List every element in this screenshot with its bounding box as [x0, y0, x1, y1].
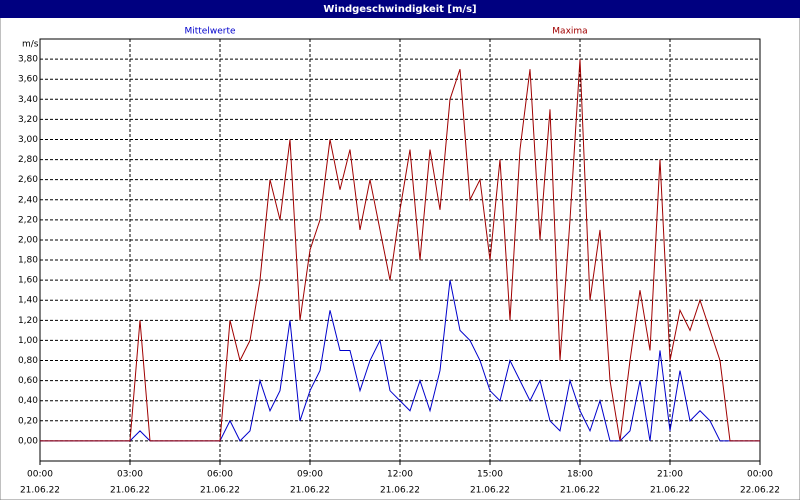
y-tick-label: 0,60	[18, 376, 38, 386]
x-tick-label: 12:00	[387, 470, 413, 480]
x-tick-date: 21.06.22	[290, 486, 330, 496]
y-tick-label: 0,00	[18, 436, 38, 446]
y-tick-label: 0,80	[18, 356, 38, 366]
y-tick-label: 1,20	[18, 316, 38, 326]
x-tick-label: 00:00	[27, 470, 53, 480]
y-tick-label: 2,80	[18, 155, 38, 165]
x-tick-date: 21.06.22	[20, 486, 60, 496]
y-tick-label: 2,00	[18, 235, 38, 245]
y-tick-label: 3,20	[18, 115, 38, 125]
y-tick-label: 1,00	[18, 336, 38, 346]
legend-entry: Maxima	[552, 27, 587, 37]
x-tick-date: 22.06.22	[740, 486, 780, 496]
title-bar	[0, 0, 800, 18]
x-tick-date: 21.06.22	[110, 486, 150, 496]
x-tick-date: 21.06.22	[200, 486, 240, 496]
y-tick-label: 3,00	[18, 135, 38, 145]
x-tick-date: 21.06.22	[380, 486, 420, 496]
x-tick-label: 00:00	[747, 470, 773, 480]
y-tick-label: 3,60	[18, 75, 38, 85]
x-tick-label: 03:00	[117, 470, 143, 480]
x-tick-date: 21.06.22	[470, 486, 510, 496]
x-tick-label: 06:00	[207, 470, 233, 480]
y-tick-label: 2,60	[18, 175, 38, 185]
y-axis-label: m/s	[22, 40, 39, 50]
y-tick-label: 2,40	[18, 195, 38, 205]
x-tick-label: 15:00	[477, 470, 503, 480]
y-tick-label: 0,40	[18, 396, 38, 406]
x-tick-label: 21:00	[657, 470, 683, 480]
y-tick-label: 1,80	[18, 256, 38, 266]
x-tick-date: 21.06.22	[560, 486, 600, 496]
y-tick-label: 0,20	[18, 416, 38, 426]
x-tick-label: 09:00	[297, 470, 323, 480]
y-tick-label: 1,40	[18, 296, 38, 306]
y-tick-label: 2,20	[18, 215, 38, 225]
x-tick-label: 18:00	[567, 470, 593, 480]
y-tick-label: 3,80	[18, 55, 38, 65]
x-tick-date: 21.06.22	[650, 486, 690, 496]
chart-title: Windgeschwindigkeit [m/s]	[323, 4, 476, 15]
data-line	[40, 59, 760, 442]
y-tick-label: 3,40	[18, 95, 38, 105]
legend-entry: Mittelwerte	[184, 27, 235, 37]
y-tick-label: 1,60	[18, 276, 38, 286]
